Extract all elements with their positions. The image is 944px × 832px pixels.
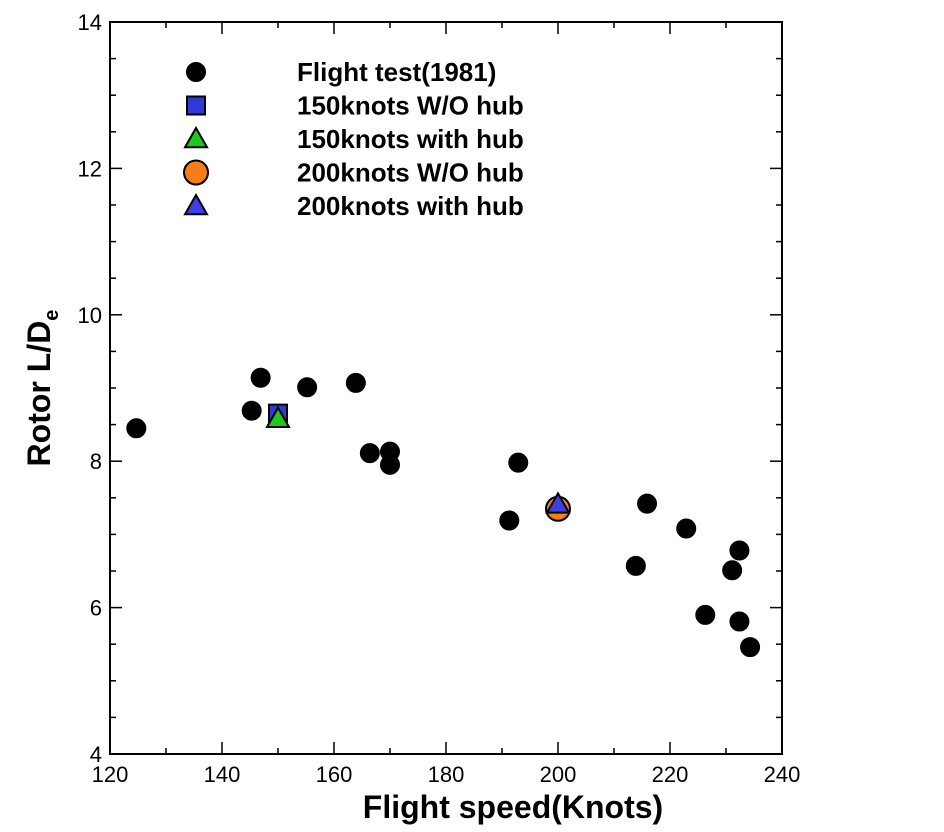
y-tick-label: 10 <box>78 303 102 328</box>
legend-label-2: 150knots W/O hub <box>297 91 524 121</box>
x-tick-label: 200 <box>540 762 577 787</box>
legend-marker-2 <box>186 95 206 116</box>
data-point-series-1 <box>695 604 716 625</box>
y-tick-label: 12 <box>78 156 102 181</box>
data-point-series-1 <box>740 637 761 658</box>
x-tick-label: 140 <box>204 762 241 787</box>
y-axis-title-subscript: e <box>41 310 63 321</box>
data-point-series-1 <box>625 555 646 576</box>
legend: Flight test(1981) 150knots W/O hub150knot… <box>183 57 524 221</box>
legend-marker-4 <box>183 159 209 186</box>
data-point-series-1 <box>729 540 750 561</box>
data-point-series-1 <box>676 518 697 539</box>
y-tick-label: 8 <box>90 449 102 474</box>
x-tick-label: 180 <box>428 762 465 787</box>
y-axis-title-main: Rotor L/D <box>21 321 57 467</box>
data-point-series-1 <box>380 454 400 475</box>
legend-marker-3 <box>183 125 209 149</box>
x-tick-label: 120 <box>92 762 129 787</box>
data-point-series-1 <box>359 443 380 464</box>
data-point-series-1 <box>637 493 658 514</box>
data-point-series-1 <box>345 372 366 393</box>
data-point-series-1 <box>722 560 743 581</box>
data-point-series-3 <box>265 405 291 428</box>
x-axis-title: Flight speed(Knots) <box>363 789 663 825</box>
x-tick-label: 160 <box>316 762 353 787</box>
data-point-series-1 <box>241 400 262 421</box>
legend-marker-5 <box>183 192 209 216</box>
y-tick-label: 6 <box>90 596 102 621</box>
data-point-series-1 <box>729 611 750 632</box>
axis-ticks <box>109 21 783 755</box>
data-point-series-1 <box>250 367 271 388</box>
y-tick-label: 14 <box>78 10 102 35</box>
y-axis-title: Rotor L/De <box>21 310 63 467</box>
legend-label-5: 200knots with hub <box>297 191 524 221</box>
x-tick-label: 220 <box>652 762 689 787</box>
data-point-series-1 <box>508 452 529 473</box>
data-point-series-1 <box>297 377 318 398</box>
legend-label-3: 150knots with hub <box>297 124 524 154</box>
x-tick-label: 240 <box>764 762 801 787</box>
axis-tick-labels: 120 140 160 180 200 220 240 4 6 8 10 12 14 <box>78 10 801 787</box>
data-point-series-1 <box>126 418 147 439</box>
y-tick-label: 4 <box>90 742 102 767</box>
legend-marker-1 <box>186 62 206 82</box>
legend-label-1: Flight test(1981) <box>297 57 496 87</box>
data-points <box>126 367 761 658</box>
legend-label-4: 200knots W/O hub <box>297 158 524 188</box>
data-point-series-5 <box>545 491 571 514</box>
data-point-series-1 <box>499 510 520 531</box>
